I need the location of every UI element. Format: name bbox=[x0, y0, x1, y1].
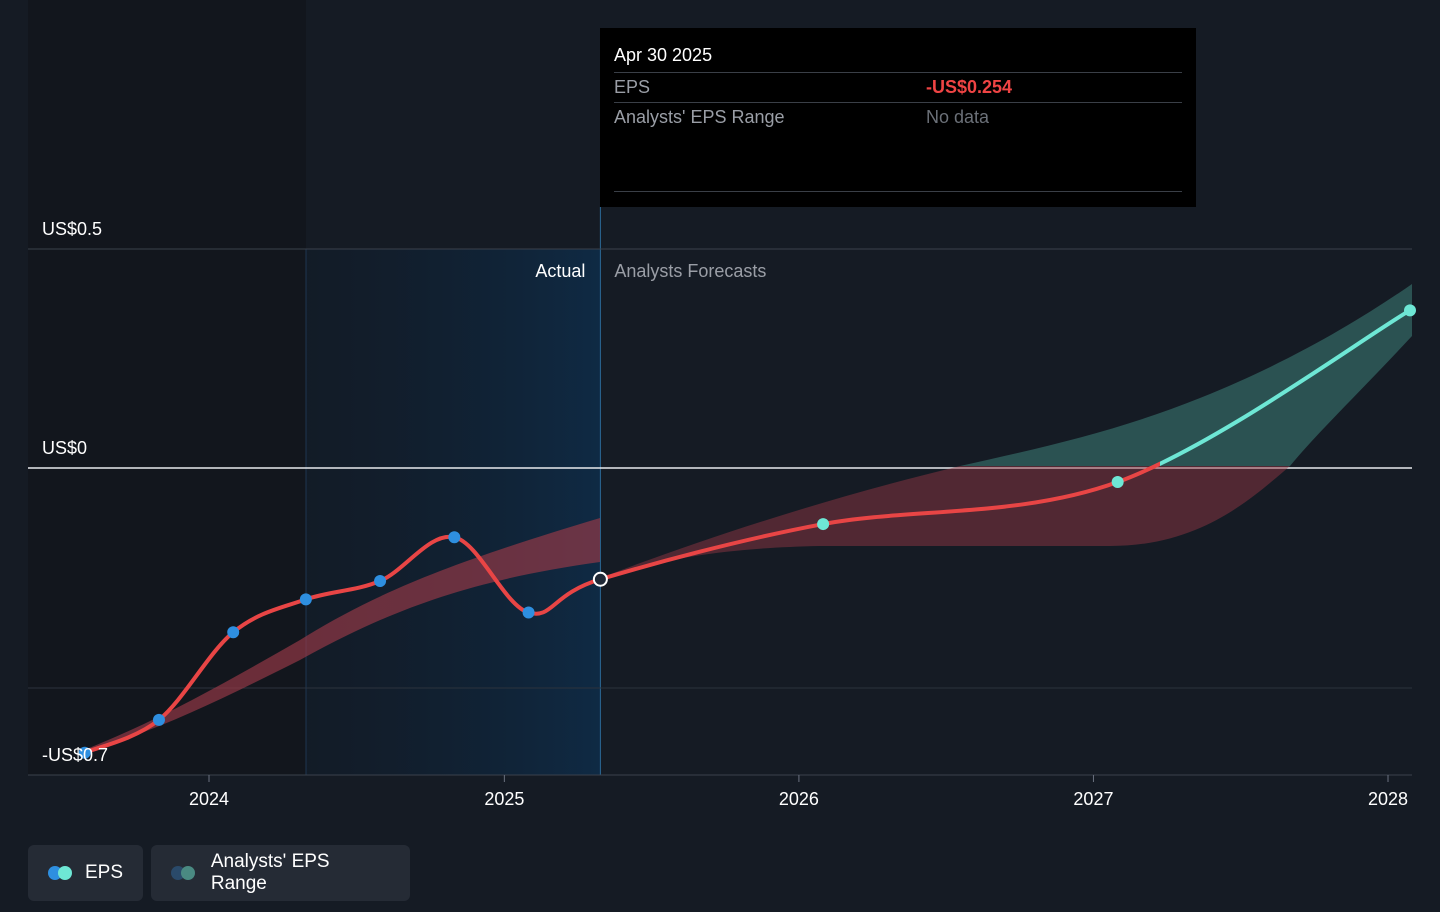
past-region-shade bbox=[28, 0, 306, 775]
tooltip-row-eps: EPS -US$0.254 bbox=[614, 72, 1182, 102]
legend-range-label: Analysts' EPS Range bbox=[210, 851, 330, 894]
legend-range[interactable]: Analysts' EPS Range bbox=[151, 845, 410, 901]
range-legend-icon bbox=[171, 866, 199, 880]
eps-actual-point[interactable] bbox=[78, 746, 91, 759]
eps-forecast-point[interactable] bbox=[1404, 304, 1416, 317]
tooltip-range-value: No data bbox=[926, 107, 990, 127]
forecast-range-band-negative bbox=[600, 466, 1290, 578]
x-tick-label: 2025 bbox=[484, 789, 524, 809]
eps-actual-point[interactable] bbox=[152, 713, 165, 726]
past-range-band bbox=[84, 518, 600, 752]
eps-legend-icon bbox=[48, 866, 73, 880]
eps-forecast-point[interactable] bbox=[1111, 476, 1124, 489]
actual-section-label: Actual bbox=[535, 261, 585, 281]
x-tick-label: 2024 bbox=[189, 789, 229, 809]
eps-actual-point[interactable] bbox=[227, 626, 240, 639]
actual-region-band bbox=[306, 249, 601, 775]
tooltip-date: Apr 30 2025 bbox=[614, 45, 713, 65]
forecast-section-label: Analysts Forecasts bbox=[614, 261, 766, 281]
hover-tooltip: Apr 30 2025 EPS -US$0.254 Analysts' EPS … bbox=[600, 28, 1196, 207]
forecast-range-band-positive bbox=[960, 284, 1412, 466]
eps-actual-point[interactable] bbox=[374, 575, 387, 588]
legend-eps[interactable]: EPS bbox=[28, 845, 143, 901]
eps-forecast-point[interactable] bbox=[817, 518, 830, 531]
y-tick-label: US$0.5 bbox=[42, 219, 102, 239]
tooltip-eps-value: -US$0.254 bbox=[926, 77, 1013, 97]
x-tick-label: 2026 bbox=[779, 789, 819, 809]
tooltip-eps-label: EPS bbox=[614, 77, 651, 97]
tooltip-range-label: Analysts' EPS Range bbox=[614, 107, 785, 127]
x-tick-label: 2027 bbox=[1073, 789, 1113, 809]
eps-actual-point[interactable] bbox=[299, 593, 312, 606]
x-tick-label: 2028 bbox=[1368, 789, 1408, 809]
tooltip-divider bbox=[614, 191, 1182, 192]
y-tick-label: -US$0.7 bbox=[42, 745, 108, 765]
eps-actual-point[interactable] bbox=[592, 571, 608, 587]
tooltip-row-range: Analysts' EPS Range No data bbox=[614, 102, 1182, 132]
eps-actual-point[interactable] bbox=[448, 531, 461, 544]
legend-eps-label: EPS bbox=[84, 862, 123, 883]
eps-actual-point[interactable] bbox=[522, 606, 535, 619]
y-tick-label: US$0 bbox=[42, 438, 87, 458]
